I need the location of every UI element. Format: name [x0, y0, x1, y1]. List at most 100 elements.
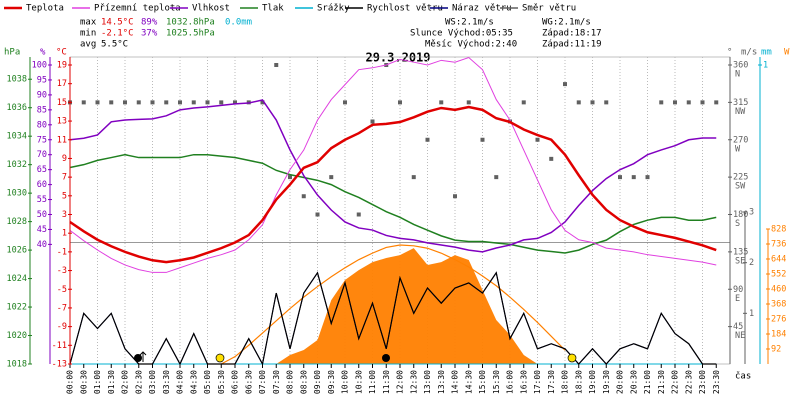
axis-tick-name: NW	[735, 107, 746, 117]
x-tick-label: 19:30	[602, 370, 611, 394]
axis-tick-label: 17	[57, 79, 67, 89]
stat-value: 0.0mm	[225, 18, 252, 28]
direction-marker	[700, 100, 705, 105]
axis-tick-label: 19	[57, 61, 67, 71]
legend-label: Vlhkost	[192, 4, 230, 14]
direction-marker	[453, 194, 457, 199]
stat-value: 1032.8hPa	[166, 18, 215, 28]
stat-value: 89%	[141, 18, 158, 28]
direction-marker	[439, 100, 444, 105]
axis-tick-label: 1030	[7, 189, 27, 199]
x-tick-label: 10:00	[341, 370, 350, 394]
direction-marker	[425, 137, 430, 142]
x-tick-label: 03:00	[148, 370, 157, 394]
axis-tick-name: W	[735, 144, 741, 154]
legend-label: Přízemní teplota	[94, 4, 181, 14]
axis-tick-label: 270	[733, 135, 748, 145]
moonrise-arrow	[139, 351, 147, 362]
direction-marker	[714, 100, 719, 105]
direction-marker	[81, 100, 86, 105]
x-tick-label: 20:00	[616, 370, 625, 394]
axis-tick-label: 65	[37, 165, 47, 175]
axis-tick-label: 135	[733, 247, 748, 257]
x-tick-label: 08:30	[299, 370, 308, 394]
stat-label: avg	[80, 40, 96, 50]
stat-label: max	[80, 18, 97, 28]
direction-marker	[95, 100, 100, 105]
axis-tick-label: 55	[37, 195, 47, 205]
direction-marker	[123, 100, 127, 105]
direction-marker	[219, 100, 224, 105]
direction-marker	[356, 212, 361, 217]
x-tick-label: 04:00	[176, 370, 185, 394]
x-tick-label: 11:30	[382, 370, 391, 394]
info-text: Měsíc Východ:2:40	[425, 40, 517, 50]
axis-tick-label: 1020	[7, 331, 27, 341]
chart-title: 29.3.2019	[365, 51, 430, 65]
axis-tick-label: 45	[733, 322, 743, 332]
series-line	[69, 99, 717, 253]
axis-tick-label: 90	[733, 285, 743, 295]
x-tick-label: 15:30	[492, 370, 501, 394]
x-tick-label: 23:00	[698, 370, 707, 394]
x-tick-label: 20:30	[629, 370, 638, 394]
axis-unit: °C	[56, 48, 67, 58]
direction-marker	[315, 212, 320, 217]
axis-tick-label: 1038	[7, 75, 27, 85]
x-tick-label: 07:00	[258, 370, 267, 394]
x-tick-label: 02:00	[121, 370, 130, 394]
x-tick-label: 05:30	[217, 370, 226, 394]
x-tick-label: 18:00	[561, 370, 570, 394]
axis-tick-label: 1028	[7, 217, 27, 227]
info-text: WS:2.1m/s	[445, 18, 494, 28]
axis-tick-label: 9	[62, 154, 67, 164]
x-tick-label: 11:00	[368, 370, 377, 394]
direction-marker	[576, 100, 581, 105]
axis-tick-label: 85	[37, 105, 47, 115]
x-tick-label: 03:30	[162, 370, 171, 394]
x-tick-label: 16:30	[519, 370, 528, 394]
axis-tick-label: 1032	[7, 160, 27, 170]
axis-tick-name: E	[735, 294, 740, 304]
direction-marker	[521, 100, 526, 105]
x-tick-label: 02:30	[134, 370, 143, 394]
x-tick-label: 22:30	[684, 370, 693, 394]
x-tick-label: 12:30	[409, 370, 418, 394]
axis-tick-label: 460	[771, 285, 786, 295]
stat-value: 14.5°C	[101, 18, 134, 28]
axis-tick-label: 1	[62, 229, 67, 239]
direction-marker	[686, 100, 691, 105]
info-text: Slunce Východ:05:35	[410, 29, 513, 39]
series-line	[69, 271, 717, 366]
direction-marker	[563, 82, 567, 87]
direction-marker	[260, 100, 265, 105]
x-tick-label: 17:30	[547, 370, 556, 394]
axis-tick-label: 184	[771, 330, 786, 340]
stat-value: 5.5°C	[101, 40, 128, 50]
axis-tick-label: 1018	[7, 360, 27, 370]
direction-marker	[301, 194, 306, 199]
axis-tick-label: 225	[733, 173, 748, 183]
x-tick-label: 18:30	[574, 370, 583, 394]
solar-area	[70, 248, 717, 364]
legend-label: Rychlost větru	[367, 4, 443, 14]
x-tick-label: 09:00	[313, 370, 322, 394]
legend-label: Srážky	[317, 4, 350, 14]
x-tick-label: 14:00	[451, 370, 460, 394]
x-tick-label: 01:00	[93, 370, 102, 394]
axis-tick-label: 70	[37, 150, 47, 160]
axis-tick-label: 13	[57, 117, 67, 127]
axis-tick-label: 11	[57, 135, 67, 145]
axis-tick-label: 92	[771, 345, 781, 355]
axis-tick-label: 15	[57, 98, 67, 108]
axis-tick-label: -7	[57, 303, 67, 313]
axis-unit: m/s	[741, 48, 757, 58]
axis-tick-label: 5	[62, 191, 67, 201]
direction-marker	[590, 100, 595, 105]
series-line	[69, 105, 717, 264]
legend-label: Tlak	[262, 4, 284, 14]
axis-tick-label: 80	[37, 120, 47, 130]
x-tick-label: 06:00	[231, 370, 240, 394]
x-tick-label: 09:30	[327, 370, 336, 394]
x-tick-label: 07:30	[272, 370, 281, 394]
